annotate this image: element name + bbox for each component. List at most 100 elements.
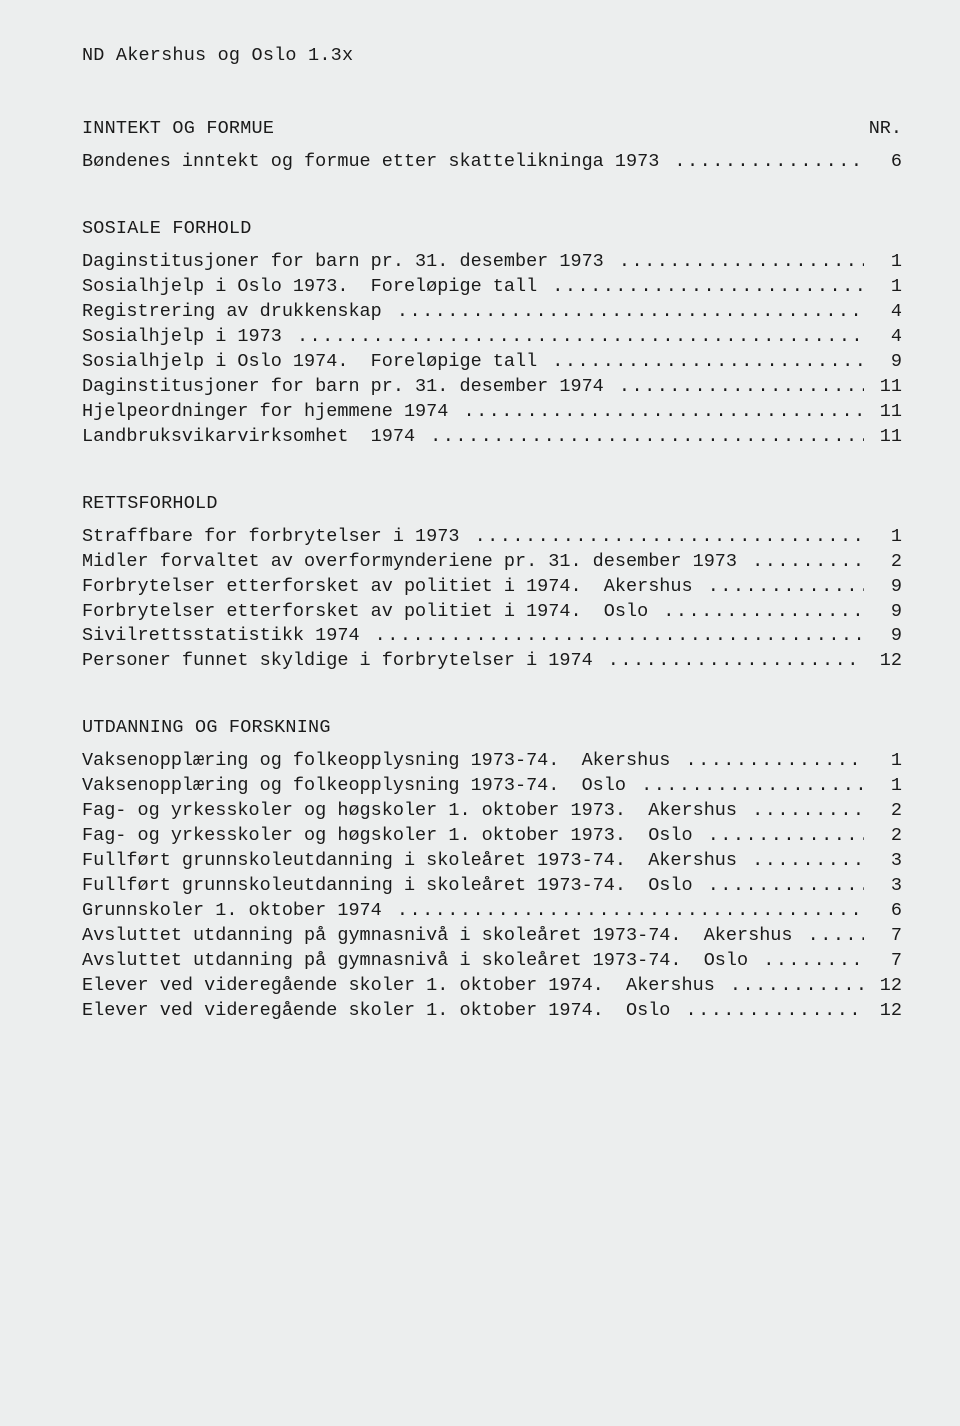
toc-label: Registrering av drukkenskap	[82, 300, 393, 325]
section-heading-row: SOSIALE FORHOLD	[82, 217, 902, 250]
toc-label: Vaksenopplæring og folkeopplysning 1973-…	[82, 774, 637, 799]
section: SOSIALE FORHOLD Daginstitusjoner for barn…	[82, 217, 902, 450]
leader-dots: ........................................…	[293, 325, 864, 350]
leader-dots: ........................................…	[615, 375, 864, 400]
toc-row: Straffbare for forbrytelser i 1973 .....…	[82, 525, 902, 550]
toc-label: Fullført grunnskoleutdanning i skoleåret…	[82, 849, 748, 874]
leader-dots: ........................................…	[659, 600, 864, 625]
toc-row: Fullført grunnskoleutdanning i skoleåret…	[82, 849, 902, 874]
toc-page-number: 1	[864, 774, 902, 799]
toc-page-number: 11	[864, 400, 902, 425]
toc-page-number: 4	[864, 300, 902, 325]
leader-dots: ........................................…	[682, 999, 865, 1024]
toc-label: Straffbare for forbrytelser i 1973	[82, 525, 471, 550]
leader-dots: ........................................…	[704, 874, 864, 899]
leader-dots: ........................................…	[371, 624, 864, 649]
leader-dots: ........................................…	[704, 575, 864, 600]
toc-page-number: 9	[864, 624, 902, 649]
toc-row: Registrering av drukkenskap ............…	[82, 300, 902, 325]
toc-page-number: 9	[864, 350, 902, 375]
toc-page-number: 1	[864, 275, 902, 300]
toc-row: Landbruksvikarvirksomhet 1974 ..........…	[82, 425, 902, 450]
toc-row: Vaksenopplæring og folkeopplysning 1973-…	[82, 774, 902, 799]
toc-row: Fag- og yrkesskoler og høgskoler 1. okto…	[82, 799, 902, 824]
section-heading-row: UTDANNING OG FORSKNING	[82, 716, 902, 749]
toc-page-number: 9	[864, 575, 902, 600]
toc-label: Bøndenes inntekt og formue etter skattel…	[82, 150, 670, 175]
toc-label: Daginstitusjoner for barn pr. 31. desemb…	[82, 375, 615, 400]
toc-page-number: 3	[864, 874, 902, 899]
toc-row: Fag- og yrkesskoler og høgskoler 1. okto…	[82, 824, 902, 849]
leader-dots: ........................................…	[748, 799, 864, 824]
leader-dots: ........................................…	[682, 749, 865, 774]
toc-row: Midler forvaltet av overformynderiene pr…	[82, 550, 902, 575]
toc-label: Sosialhjelp i Oslo 1974. Foreløpige tall	[82, 350, 548, 375]
toc-page-number: 6	[864, 150, 902, 175]
toc-row: Sosialhjelp i Oslo 1974. Foreløpige tall…	[82, 350, 902, 375]
toc-page-number: 7	[864, 924, 902, 949]
leader-dots: ........................................…	[726, 974, 864, 999]
toc-label: Midler forvaltet av overformynderiene pr…	[82, 550, 748, 575]
toc-row: Daginstitusjoner for barn pr. 31. desemb…	[82, 250, 902, 275]
toc-row: Fullført grunnskoleutdanning i skoleåret…	[82, 874, 902, 899]
leader-dots: ........................................…	[548, 275, 864, 300]
toc-label: Avsluttet utdanning på gymnasnivå i skol…	[82, 949, 759, 974]
section-heading: UTDANNING OG FORSKNING	[82, 716, 331, 741]
toc-label: Landbruksvikarvirksomhet 1974	[82, 425, 426, 450]
leader-dots: ........................................…	[670, 150, 864, 175]
toc-label: Personer funnet skyldige i forbrytelser …	[82, 649, 604, 674]
toc-label: Sosialhjelp i Oslo 1973. Foreløpige tall	[82, 275, 548, 300]
toc-row: Sivilrettsstatistikk 1974 ..............…	[82, 624, 902, 649]
toc-label: Hjelpeordninger for hjemmene 1974	[82, 400, 459, 425]
toc-page-number: 12	[864, 999, 902, 1024]
toc-label: Avsluttet utdanning på gymnasnivå i skol…	[82, 924, 804, 949]
toc-row: Bøndenes inntekt og formue etter skattel…	[82, 150, 902, 175]
toc-label: Fullført grunnskoleutdanning i skoleåret…	[82, 874, 704, 899]
toc-row: Sosialhjelp i 1973 .....................…	[82, 325, 902, 350]
toc-row: Avsluttet utdanning på gymnasnivå i skol…	[82, 924, 902, 949]
section-heading-row: RETTSFORHOLD	[82, 492, 902, 525]
toc-label: Fag- og yrkesskoler og høgskoler 1. okto…	[82, 824, 704, 849]
leader-dots: ........................................…	[393, 899, 864, 924]
section: RETTSFORHOLD Straffbare for forbrytelser …	[82, 492, 902, 675]
leader-dots: ........................................…	[393, 300, 864, 325]
toc-label: Sivilrettsstatistikk 1974	[82, 624, 371, 649]
toc-row: Hjelpeordninger for hjemmene 1974 ......…	[82, 400, 902, 425]
leader-dots: ........................................…	[459, 400, 864, 425]
toc-page-number: 4	[864, 325, 902, 350]
toc-label: Sosialhjelp i 1973	[82, 325, 293, 350]
section-heading: SOSIALE FORHOLD	[82, 217, 252, 242]
toc-row: Elever ved videregående skoler 1. oktobe…	[82, 999, 902, 1024]
leader-dots: ........................................…	[704, 824, 864, 849]
section: INNTEKT OG FORMUENR.Bøndenes inntekt og …	[82, 117, 902, 175]
leader-dots: ........................................…	[548, 350, 864, 375]
toc-row: Daginstitusjoner for barn pr. 31. desemb…	[82, 375, 902, 400]
toc-page-number: 12	[864, 974, 902, 999]
toc-row: Forbrytelser etterforsket av politiet i …	[82, 575, 902, 600]
leader-dots: ........................................…	[804, 924, 864, 949]
toc-page-number: 2	[864, 550, 902, 575]
toc-row: Elever ved videregående skoler 1. oktobe…	[82, 974, 902, 999]
toc-page-number: 3	[864, 849, 902, 874]
page: ND Akershus og Oslo 1.3x INNTEKT OG FORM…	[0, 0, 960, 1106]
toc-page-number: 11	[864, 425, 902, 450]
toc-page-number: 1	[864, 749, 902, 774]
toc-row: Grunnskoler 1. oktober 1974 ............…	[82, 899, 902, 924]
toc-label: Daginstitusjoner for barn pr. 31. desemb…	[82, 250, 615, 275]
toc-page-number: 9	[864, 600, 902, 625]
toc-page-number: 2	[864, 799, 902, 824]
toc-page-number: 1	[864, 525, 902, 550]
toc-page-number: 12	[864, 649, 902, 674]
toc-label: Fag- og yrkesskoler og høgskoler 1. okto…	[82, 799, 748, 824]
toc-row: Forbrytelser etterforsket av politiet i …	[82, 600, 902, 625]
toc-row: Sosialhjelp i Oslo 1973. Foreløpige tall…	[82, 275, 902, 300]
leader-dots: ........................................…	[748, 849, 864, 874]
toc-page-number: 7	[864, 949, 902, 974]
section-heading: RETTSFORHOLD	[82, 492, 218, 517]
toc-page-number: 2	[864, 824, 902, 849]
leader-dots: ........................................…	[759, 949, 864, 974]
toc-page-number: 11	[864, 375, 902, 400]
leader-dots: ........................................…	[471, 525, 864, 550]
leader-dots: ........................................…	[615, 250, 864, 275]
leader-dots: ........................................…	[604, 649, 864, 674]
